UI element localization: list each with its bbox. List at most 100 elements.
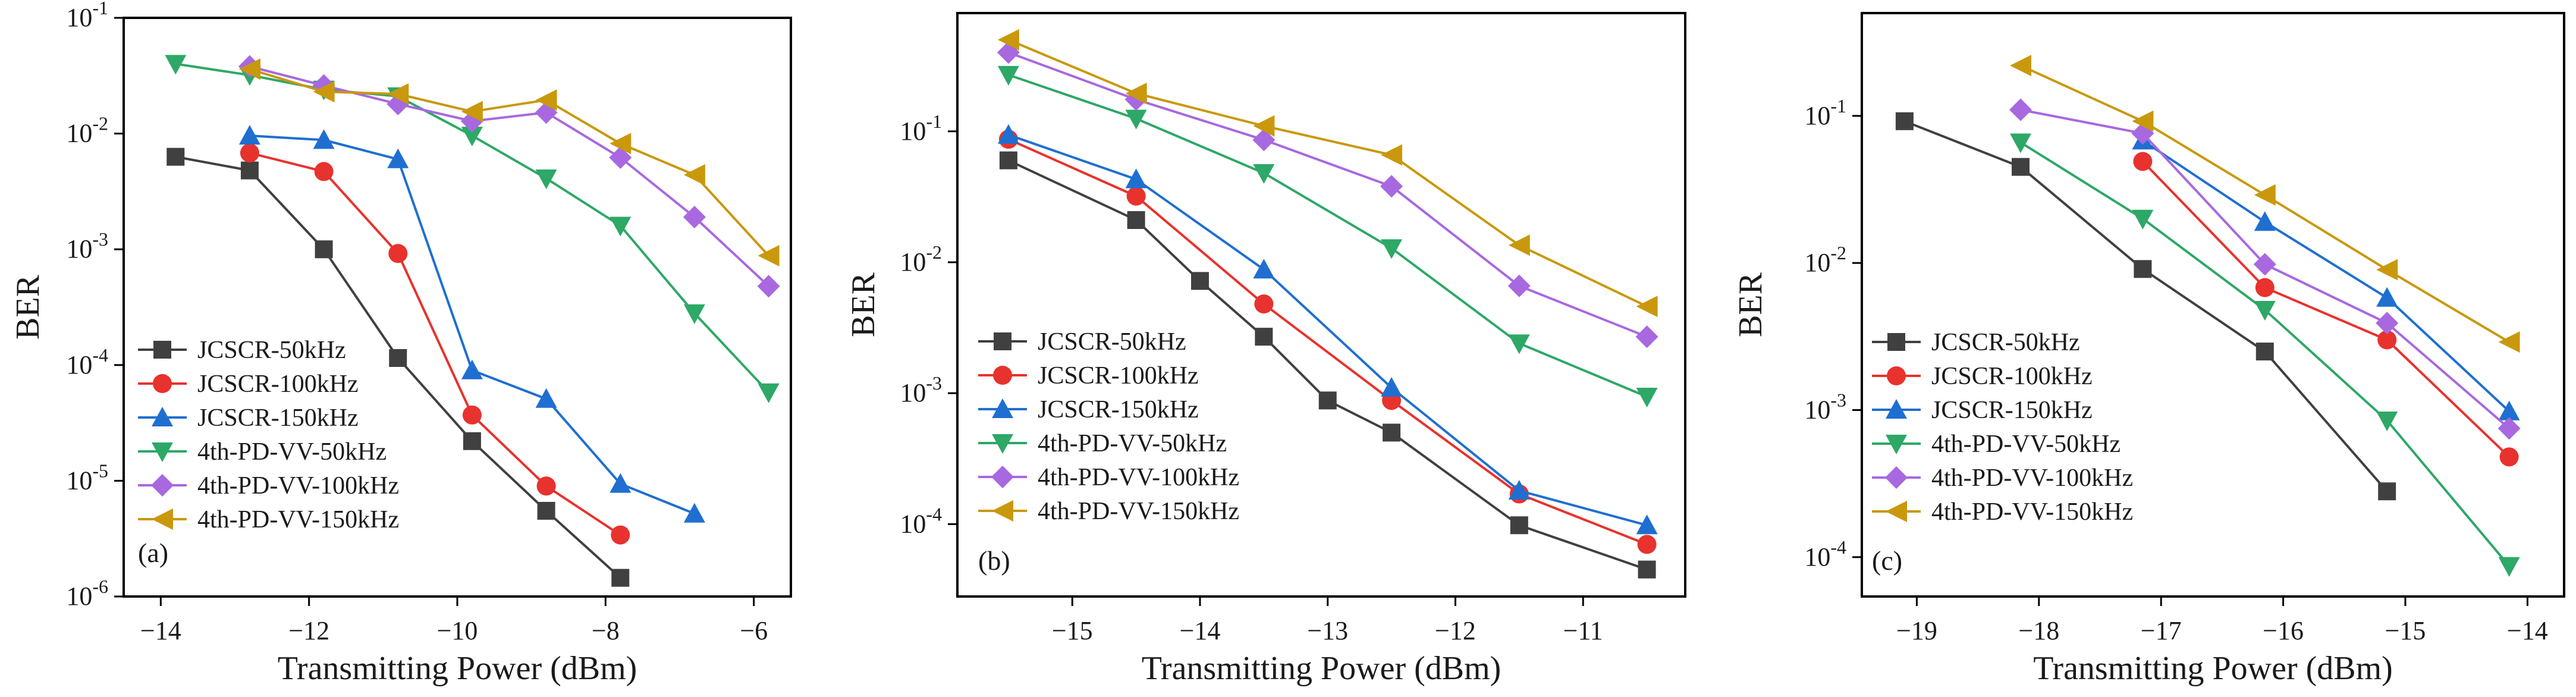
panel-c-legend-marker-6	[1886, 501, 1907, 522]
panel-a-data-point	[461, 101, 483, 123]
panel-c-series-line-6	[2020, 64, 2510, 343]
panel-a-x-tick-label: −14	[140, 616, 181, 645]
panel-b-y-tick-label: 10-1	[900, 111, 942, 146]
panel-a-data-point	[461, 127, 483, 147]
panel-c-data-point	[2376, 412, 2398, 431]
panel-b-x-tick-label: −13	[1307, 616, 1348, 645]
panel-a-data-point	[758, 245, 780, 266]
panel-b-plot-frame	[956, 12, 1686, 598]
panel-a-legend-marker-1	[153, 341, 171, 359]
panel-a-legend-label-4: 4th-PD-VV-50kHz	[197, 438, 387, 466]
panel-c-legend-label-6: 4th-PD-VV-150kHz	[1931, 498, 2133, 526]
panel-b-data-point	[1253, 164, 1275, 184]
panel-a-x-tick-label: −12	[288, 616, 329, 645]
panel-c-data-point	[2254, 211, 2276, 231]
panel-c-legend-label-3: JCSCR-150kHz	[1931, 397, 2093, 424]
panel-a-data-point	[240, 143, 259, 163]
panel-a-x-tick-label: −8	[592, 616, 620, 645]
panel-c-series-line-3	[2142, 139, 2510, 413]
panel-b-data-point	[997, 65, 1019, 86]
panel-a-data-point	[535, 388, 557, 408]
panel-a-data-point	[610, 473, 632, 493]
panel-b-data-point	[1255, 328, 1273, 346]
panel-a-y-tick-label: 10-6	[66, 576, 108, 611]
panel-a-legend-marker-5	[151, 474, 174, 497]
panel-a-panel-label: (a)	[138, 538, 168, 568]
panel-b-chart: −15 −14 −13 −12 −11 10-4 10-3 10-2 10-1 Transmitt…	[845, 12, 1686, 687]
panel-b-x-tick-label: −14	[1180, 616, 1221, 645]
panel-b-data-point	[1318, 391, 1337, 410]
panel-a-series-line-6	[249, 68, 770, 257]
panel-b-legend-marker-6	[992, 500, 1013, 522]
panel-a-data-point	[683, 164, 705, 186]
panel-a-data-point	[683, 503, 705, 523]
panel-b-y-tick-label: 10-4	[900, 503, 942, 538]
panel-a-data-point	[537, 501, 555, 520]
panel-c-legend-marker-1	[1887, 333, 1905, 351]
panel-b-data-point	[1508, 480, 1530, 500]
panel-c-data-point	[2253, 253, 2276, 276]
panel-c-series-line-2	[2141, 161, 2510, 458]
panel-c-x-tick-label: −19	[1896, 616, 1937, 645]
panel-a-data-point	[313, 81, 335, 103]
panel-a-legend-label-1: JCSCR-50kHz	[197, 337, 346, 364]
panel-a-data-point	[757, 275, 780, 298]
panel-b-data-point	[997, 124, 1019, 144]
panel-b-data-point	[1637, 535, 1657, 554]
panel-b-data-point	[999, 151, 1017, 169]
panel-c-x-axis-title: Transmitting Power (dBm)	[2033, 650, 2393, 687]
panel-b-legend-label-1: JCSCR-50kHz	[1038, 328, 1186, 356]
panel-c-legend-marker-2	[1887, 366, 1906, 385]
panel-b-data-point	[1253, 259, 1275, 279]
panel-c-panel-label: (c)	[1872, 545, 1902, 576]
panel-a-data-point	[238, 58, 260, 80]
panel-c-data-point	[2498, 400, 2520, 420]
panel-a-data-point	[389, 348, 407, 367]
panel-c-data-point	[2376, 312, 2399, 335]
panel-a-data-point	[165, 55, 187, 75]
panel-b-legend-label-4: 4th-PD-VV-50kHz	[1038, 430, 1227, 457]
panel-c-data-point	[1895, 112, 1914, 130]
panel-b-data-point	[1253, 115, 1275, 137]
panel-c-legend-marker-3	[1886, 399, 1907, 419]
panel-a-x-tick-label: −10	[437, 616, 478, 645]
panel-c-data-point	[2376, 259, 2398, 281]
panel-b-data-point	[1125, 168, 1147, 189]
panel-b-legend-label-5: 4th-PD-VV-100kHz	[1038, 464, 1239, 491]
panel-a-data-point	[387, 148, 409, 168]
panel-b-data-point	[1381, 239, 1403, 259]
panel-c-y-tick-label: 10-2	[1804, 242, 1846, 277]
panel-c-data-point	[2009, 98, 2032, 121]
panel-a-legend-marker-2	[153, 374, 172, 393]
panel-b-x-tick-label: −11	[1563, 616, 1603, 645]
panel-a-y-tick-label: 10-3	[66, 228, 108, 263]
panel-a-data-point	[609, 146, 632, 169]
panel-b-data-point	[1383, 423, 1401, 442]
panel-b-panel-label: (b)	[978, 545, 1010, 576]
panel-a-legend-label-6: 4th-PD-VV-150kHz	[197, 506, 399, 533]
panel-b-series-line-3	[1008, 133, 1648, 527]
panel-b-legend-label-6: 4th-PD-VV-150kHz	[1038, 498, 1239, 525]
panel-b-data-point	[1510, 516, 1528, 535]
panel-b-data-point	[1254, 294, 1274, 314]
panel-b-series-line-2	[1008, 138, 1648, 546]
panel-c-data-point	[2254, 301, 2276, 321]
panel-b-series-line-1	[1008, 159, 1648, 571]
panel-b-y-tick-label: 10-2	[900, 241, 942, 277]
panel-b-legend-label-3: JCSCR-150kHz	[1038, 396, 1199, 423]
panel-c-data-point	[2255, 278, 2275, 297]
panel-c-data-point	[2012, 158, 2030, 176]
panel-c-data-point	[2378, 482, 2396, 501]
panel-c-data-point	[2010, 133, 2031, 153]
panel-a-legend-label-2: JCSCR-100kHz	[197, 371, 359, 398]
panel-c-data-point	[2132, 110, 2154, 132]
panel-b-data-point	[1508, 334, 1530, 354]
panel-c-y-tick-label: 10-3	[1804, 390, 1846, 425]
panel-a-y-tick-label: 10-4	[66, 344, 108, 379]
panel-c-legend-label-1: JCSCR-50kHz	[1931, 329, 2080, 356]
panel-a-data-point	[535, 169, 557, 189]
panel-a-data-point	[610, 216, 632, 237]
panel-b-data-point	[1380, 175, 1403, 198]
panel-b-data-point	[1125, 109, 1147, 130]
